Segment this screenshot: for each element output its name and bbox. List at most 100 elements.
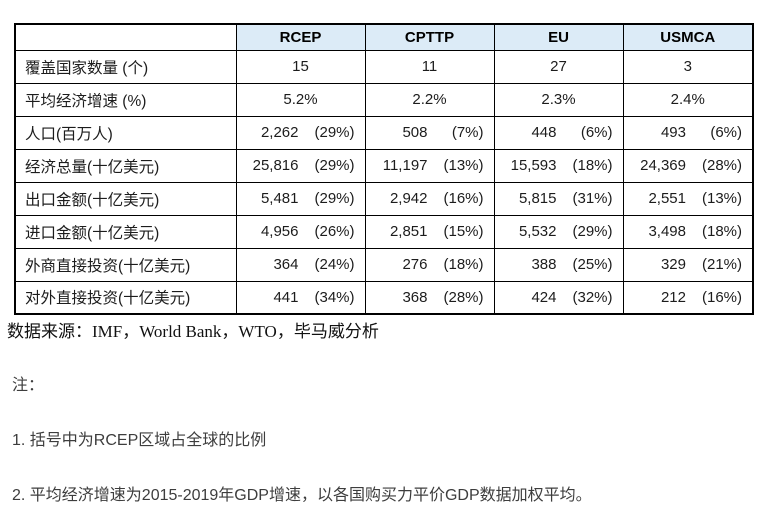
value-percent: (28%): [701, 157, 742, 174]
value-cell: 25,816 (29%): [235, 148, 366, 183]
value-percent: (21%): [701, 256, 742, 273]
row-label: 外商直接投资(十亿美元): [14, 247, 237, 282]
value-cell: 5,532 (29%): [493, 214, 624, 249]
table-row-avg-growth: 平均经济增速 (%) 5.2% 2.2% 2.3% 2.4%: [14, 82, 754, 117]
value-cell: 2.3%: [493, 82, 624, 117]
value-cell: 3,498 (18%): [622, 214, 754, 249]
value-number: 329: [660, 256, 686, 273]
value-percent: (15%): [443, 223, 484, 240]
value-percent: (7%): [451, 124, 484, 141]
table-row-fdi-inward: 外商直接投资(十亿美元) 364 (24%) 276 (18%) 388 (25…: [14, 247, 754, 282]
header-cell-eu: EU: [493, 23, 624, 51]
value-number: 15,593: [510, 157, 557, 174]
row-label: 经济总量(十亿美元): [14, 148, 237, 183]
value-cell: 2.4%: [622, 82, 754, 117]
value-percent: (29%): [314, 157, 355, 174]
header-cell-cpttp: CPTTP: [364, 23, 495, 51]
value-cell: 441 (34%): [235, 280, 366, 315]
value-cell: 2,262 (29%): [235, 115, 366, 150]
note-item-1: 1. 括号中为RCEP区域占全球的比例: [12, 432, 267, 449]
value-cell: 27: [493, 49, 624, 84]
header-cell-rcep: RCEP: [235, 23, 366, 51]
value-cell: 368 (28%): [364, 280, 495, 315]
value-percent: (25%): [572, 256, 613, 273]
value-percent: (6%): [710, 124, 742, 141]
value-number: 5,481: [260, 190, 299, 207]
table-row-imports: 进口金额(十亿美元) 4,956 (26%) 2,851 (15%) 5,532…: [14, 214, 754, 249]
row-label: 进口金额(十亿美元): [14, 214, 237, 249]
value-cell: 493 (6%): [622, 115, 754, 150]
value-number: 276: [402, 256, 428, 273]
value-number: 25,816: [252, 157, 299, 174]
value-cell: 15,593 (18%): [493, 148, 624, 183]
table-row-country-count: 覆盖国家数量 (个) 15 11 27 3: [14, 49, 754, 84]
value-cell: 4,956 (26%): [235, 214, 366, 249]
value-cell: 364 (24%): [235, 247, 366, 282]
value-number: 24,369: [640, 157, 686, 174]
table-row-gdp-total: 经济总量(十亿美元) 25,816 (29%) 11,197 (13%) 15,…: [14, 148, 754, 183]
value-cell: 5,481 (29%): [235, 181, 366, 216]
value-cell: 2.2%: [364, 82, 495, 117]
value-cell: 448 (6%): [493, 115, 624, 150]
trade-bloc-comparison-table: RCEP CPTTP EU USMCA 覆盖国家数量 (个) 15 11 27 …: [14, 23, 754, 315]
table-row-exports: 出口金额(十亿美元) 5,481 (29%) 2,942 (16%) 5,815…: [14, 181, 754, 216]
notes-heading: 注：: [12, 377, 45, 394]
value-number: 388: [531, 256, 557, 273]
value-percent: (18%): [443, 256, 484, 273]
value-number: 2,551: [648, 190, 686, 207]
value-number: 2,942: [389, 190, 428, 207]
value-cell: 276 (18%): [364, 247, 495, 282]
table-row-fdi-outward: 对外直接投资(十亿美元) 441 (34%) 368 (28%) 424 (32…: [14, 280, 754, 315]
row-label: 人口(百万人): [14, 115, 237, 150]
value-percent: (31%): [572, 190, 613, 207]
value-percent: (16%): [701, 288, 742, 306]
value-number: 5,532: [518, 223, 557, 240]
value-cell: 5.2%: [235, 82, 366, 117]
value-number: 5,815: [518, 190, 557, 207]
value-number: 4,956: [260, 223, 299, 240]
data-source-line: 数据来源：IMF，World Bank，WTO，毕马威分析: [7, 322, 379, 341]
value-number: 424: [531, 288, 557, 306]
value-percent: (32%): [572, 288, 613, 306]
header-cell-usmca: USMCA: [622, 23, 754, 51]
value-percent: (28%): [443, 288, 484, 306]
row-label: 覆盖国家数量 (个): [14, 49, 237, 84]
value-number: 3,498: [648, 223, 686, 240]
note-item-2: 2. 平均经济增速为2015-2019年GDP增速，以各国购买力平价GDP数据加…: [12, 487, 592, 504]
value-percent: (29%): [572, 223, 613, 240]
value-cell: 388 (25%): [493, 247, 624, 282]
value-percent: (34%): [314, 288, 355, 306]
value-cell: 5,815 (31%): [493, 181, 624, 216]
row-label: 对外直接投资(十亿美元): [14, 280, 237, 315]
value-cell: 24,369 (28%): [622, 148, 754, 183]
value-cell: 2,942 (16%): [364, 181, 495, 216]
value-number: 212: [660, 288, 686, 306]
row-label: 出口金额(十亿美元): [14, 181, 237, 216]
value-cell: 11,197 (13%): [364, 148, 495, 183]
value-percent: (24%): [314, 256, 355, 273]
comparison-table-container: RCEP CPTTP EU USMCA 覆盖国家数量 (个) 15 11 27 …: [14, 23, 754, 315]
value-percent: (16%): [443, 190, 484, 207]
value-cell: 329 (21%): [622, 247, 754, 282]
value-number: 11,197: [382, 157, 428, 174]
value-number: 2,851: [389, 223, 428, 240]
value-number: 441: [273, 288, 299, 306]
value-percent: (18%): [701, 223, 742, 240]
value-cell: 212 (16%): [622, 280, 754, 315]
value-percent: (6%): [580, 124, 613, 141]
table-header-row: RCEP CPTTP EU USMCA: [14, 23, 754, 51]
value-percent: (18%): [572, 157, 613, 174]
value-percent: (26%): [314, 223, 355, 240]
value-percent: (29%): [314, 124, 355, 141]
value-cell: 2,551 (13%): [622, 181, 754, 216]
value-cell: 508 (7%): [364, 115, 495, 150]
value-number: 368: [402, 288, 428, 306]
value-number: 493: [660, 124, 686, 141]
value-cell: 15: [235, 49, 366, 84]
value-number: 508: [402, 124, 428, 141]
value-number: 2,262: [260, 124, 299, 141]
value-percent: (29%): [314, 190, 355, 207]
value-cell: 2,851 (15%): [364, 214, 495, 249]
corner-cell: [14, 23, 237, 51]
value-percent: (13%): [443, 157, 484, 174]
